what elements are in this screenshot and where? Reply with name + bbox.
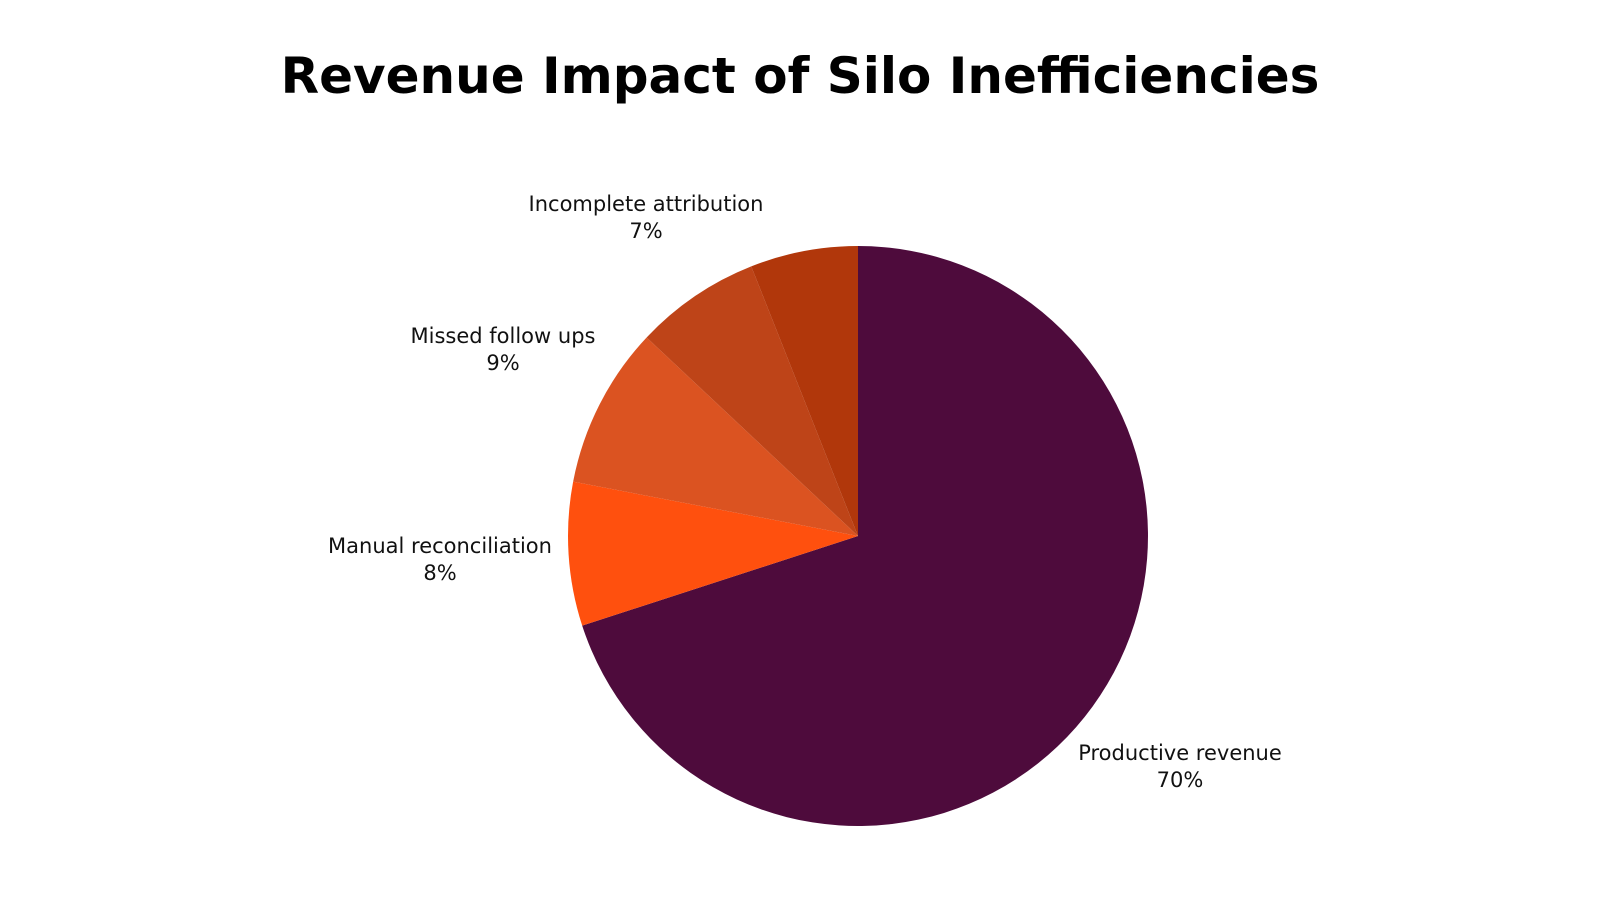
pie-labels: Productive revenue 70% Manual reconciliati… — [328, 192, 1282, 792]
slice-percent-label: 9% — [486, 351, 519, 375]
slice-percent-label: 7% — [629, 219, 662, 243]
slice-label: Missed follow ups — [411, 324, 596, 348]
pie-slice-incomplete-attribution — [646, 266, 858, 536]
pie-slice-manual-reconciliation — [568, 481, 858, 626]
slice-percent-label: 70% — [1157, 768, 1204, 792]
pie-slice-missed-follow-ups — [573, 337, 858, 536]
pie-slices — [568, 246, 1148, 827]
slice-label: Incomplete attribution — [529, 192, 764, 216]
chart-title: Revenue Impact of Silo Inefficiencies — [281, 47, 1320, 105]
slice-label: Manual reconciliation — [328, 534, 552, 558]
pie-slice-productive-revenue — [582, 246, 1148, 827]
slice-percent-label: 8% — [423, 561, 456, 585]
slice-label: Productive revenue — [1078, 741, 1282, 765]
pie-slice-unlabeled — [751, 246, 858, 536]
